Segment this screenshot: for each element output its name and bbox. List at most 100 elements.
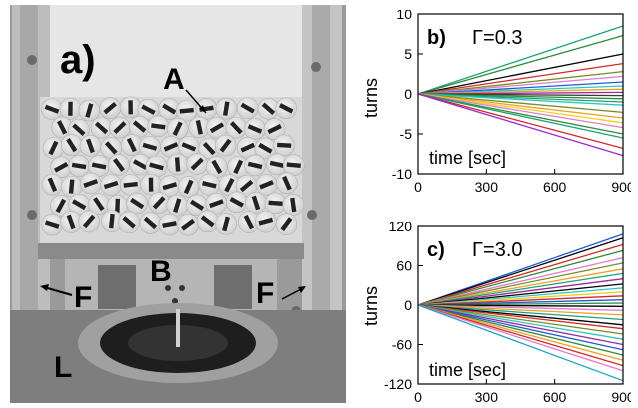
disc-marker — [148, 177, 154, 192]
arrowhead-F-left — [40, 284, 49, 291]
chart-title: Γ=3.0 — [472, 239, 523, 261]
bolt — [165, 285, 171, 291]
disc-marker — [202, 181, 217, 189]
y-tick-label: 5 — [404, 46, 412, 62]
series-line-18 — [417, 304, 624, 316]
disc-marker — [267, 124, 282, 135]
x-axis-label: time [sec] — [429, 360, 506, 380]
disc-marker — [269, 160, 285, 168]
drive-shaft — [176, 309, 180, 347]
base-window-right — [214, 265, 252, 309]
y-tick-label: -60 — [392, 337, 412, 353]
disc-marker — [68, 101, 73, 116]
series-line-6 — [417, 262, 624, 306]
y-tick-label: 0 — [404, 86, 412, 102]
disc-marker — [222, 216, 230, 232]
disc-marker — [190, 157, 204, 171]
right-rail-inner — [312, 5, 330, 335]
plot-frame — [417, 13, 624, 175]
disc-marker — [141, 104, 156, 115]
series-line-29 — [417, 304, 624, 372]
disc-marker — [112, 158, 125, 172]
disc-marker — [163, 142, 179, 152]
series-line-28 — [417, 304, 624, 367]
disc-marker — [259, 180, 274, 190]
disc-marker — [151, 123, 166, 130]
disc-marker — [229, 121, 243, 135]
disc-marker — [126, 137, 137, 153]
disc-marker — [53, 162, 69, 173]
disc-marker — [108, 213, 115, 229]
disc-marker — [71, 199, 87, 211]
series-line-2 — [417, 237, 624, 306]
disc-marker — [209, 199, 224, 209]
screw — [27, 55, 37, 65]
disc-marker — [240, 102, 255, 114]
y-tick-label: 10 — [396, 10, 412, 22]
disc-marker — [280, 217, 293, 232]
y-tick-label: -5 — [400, 126, 413, 142]
label-A: A — [163, 63, 185, 96]
arrow-F-left — [43, 286, 73, 296]
y-tick-label: -10 — [392, 166, 412, 182]
y-tick-label: 0 — [404, 297, 412, 313]
chart-b: turns -10 -5 0 5 10 0 300 600 900 b) Γ=0.3 time… — [361, 10, 631, 195]
disc-marker — [85, 103, 94, 118]
screw — [307, 210, 317, 220]
disc-marker — [247, 124, 263, 134]
series-line-1 — [417, 25, 624, 95]
panel-label-b: b) — [427, 27, 446, 49]
disc-marker — [94, 121, 109, 135]
base-window-left — [98, 265, 136, 309]
left-rail-inner — [20, 5, 38, 335]
disc-marker — [277, 142, 292, 148]
disc-marker — [240, 142, 256, 153]
disc-marker — [174, 157, 181, 172]
series-line-25 — [417, 304, 624, 351]
disc-marker — [83, 179, 99, 188]
disc-marker — [149, 162, 164, 171]
disc-marker — [152, 196, 166, 210]
series-line-5 — [417, 70, 624, 95]
disc-marker — [48, 140, 59, 156]
y-tick-label: 60 — [396, 258, 412, 274]
disc-marker — [103, 180, 119, 190]
disc-marker — [181, 218, 195, 231]
series-line-10 — [417, 283, 624, 306]
series-line-12 — [417, 291, 624, 306]
series-line-21 — [417, 93, 624, 150]
series-line-22 — [417, 304, 624, 335]
disc-marker — [290, 197, 297, 213]
x-tick-label: 600 — [543, 389, 567, 405]
series-line-9 — [417, 278, 624, 306]
disc-marker — [122, 216, 136, 229]
series-line-27 — [417, 304, 624, 361]
series-line-17 — [417, 93, 624, 124]
y-axis-label: turns — [361, 78, 381, 118]
series-line-20 — [417, 93, 624, 139]
disc-marker — [211, 159, 223, 175]
disc-marker — [123, 181, 138, 188]
label-F-left: F — [74, 281, 92, 314]
arrowhead-F-right — [298, 286, 306, 293]
series-line-16 — [417, 304, 624, 307]
disc-marker — [222, 101, 230, 116]
series-line-3 — [417, 53, 624, 95]
series-line-19 — [417, 304, 624, 321]
disc-marker — [268, 200, 283, 207]
disc-marker — [209, 122, 225, 134]
screw — [27, 210, 37, 220]
disc-marker — [243, 214, 254, 230]
disc-marker — [251, 195, 261, 211]
series-line-23 — [417, 304, 624, 340]
series-line-8 — [417, 272, 624, 306]
base-plate — [38, 243, 304, 259]
apparatus-photo: a) A B F F L — [10, 5, 346, 403]
x-tick-labels: 0 300 600 900 — [414, 169, 631, 195]
series-line-19 — [417, 93, 624, 135]
series-line-22 — [417, 93, 624, 157]
series-line-16 — [417, 93, 624, 119]
disc-marker — [72, 123, 86, 137]
label-F-right: F — [256, 277, 274, 310]
disc-marker — [132, 159, 148, 170]
